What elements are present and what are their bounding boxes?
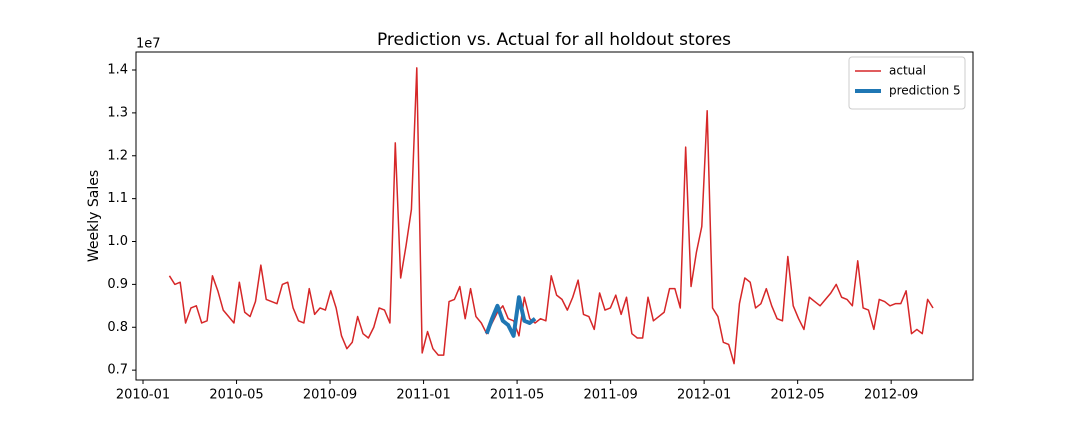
x-tick-label: 2012-09 xyxy=(864,388,918,403)
x-tick-label: 2010-09 xyxy=(303,388,357,403)
x-tick-label: 2011-05 xyxy=(490,388,544,403)
legend-label: prediction 5 xyxy=(889,84,961,98)
series-line xyxy=(168,67,934,365)
x-tick-label: 2011-09 xyxy=(583,388,637,403)
chart-title: Prediction vs. Actual for all holdout st… xyxy=(377,30,731,50)
x-tick-label: 2012-05 xyxy=(770,388,824,403)
y-offset-label: 1e7 xyxy=(136,37,161,52)
x-tick-label: 2010-05 xyxy=(209,388,263,403)
legend-box xyxy=(848,56,966,110)
y-tick-label: 1.3 xyxy=(107,105,128,120)
y-tick-label: 0.7 xyxy=(107,363,128,378)
plot-frame xyxy=(135,51,974,381)
y-tick-label: 1.1 xyxy=(107,191,128,206)
y-tick-label: 1.2 xyxy=(107,148,128,163)
y-tick-label: 0.8 xyxy=(107,320,128,335)
y-tick-label: 0.9 xyxy=(107,277,128,292)
series-line xyxy=(484,295,537,338)
y-tick-label: 1.0 xyxy=(107,234,128,249)
y-tick-label: 1.4 xyxy=(107,63,128,78)
legend-label: actual xyxy=(889,64,926,78)
y-axis-label: Weekly Sales xyxy=(86,170,102,262)
x-tick-label: 2010-01 xyxy=(116,388,170,403)
x-tick-label: 2011-01 xyxy=(396,388,450,403)
x-tick-label: 2012-01 xyxy=(677,388,731,403)
